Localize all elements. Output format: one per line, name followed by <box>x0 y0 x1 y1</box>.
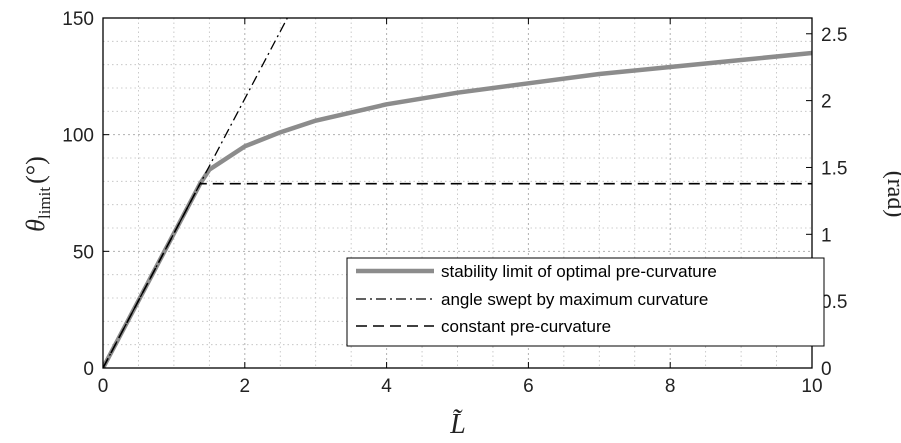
y-tick-label-left: 100 <box>62 126 94 147</box>
y-axis-symbol: θ <box>21 219 50 232</box>
plot-frame <box>102 17 813 369</box>
y-tick-label-right: 0.5 <box>821 292 847 313</box>
x-tick-label: 8 <box>665 376 676 397</box>
series-layer <box>103 18 812 368</box>
x-tick-label: 6 <box>523 376 534 397</box>
y-axis-title-right: (rad) <box>882 171 901 218</box>
legend-label-constant: constant pre-curvature <box>441 317 611 336</box>
legend-label-optimal: stability limit of optimal pre-curvature <box>441 262 717 281</box>
x-axis-title: L̃ <box>449 409 466 440</box>
y-tick-label-right: 1.5 <box>821 158 847 179</box>
y-tick-label-left: 150 <box>62 9 94 30</box>
series-max-curvature-angle <box>103 18 288 368</box>
y-tick-label-right: 2 <box>821 92 832 113</box>
series-optimal-pre-curvature <box>103 50 812 368</box>
x-tick-label: 2 <box>240 376 251 397</box>
legend: stability limit of optimal pre-curvature… <box>346 257 825 347</box>
y-axis-subscript: limit <box>35 187 54 219</box>
y-tick-label-left: 50 <box>73 242 94 263</box>
legend-label-max-curvature: angle swept by maximum curvature <box>441 290 708 309</box>
x-tick-label: 10 <box>801 376 822 397</box>
y-tick-label-right: 1 <box>821 225 832 246</box>
x-tick-label: 4 <box>381 376 392 397</box>
y-tick-label-right: 0 <box>821 359 832 380</box>
y-tick-label-left: 0 <box>83 359 94 380</box>
series-constant-pre-curvature <box>103 182 812 368</box>
x-tick-label: 0 <box>98 376 109 397</box>
y-axis-unit: (°) <box>21 156 50 184</box>
y-tick-label-right: 2.5 <box>821 25 847 46</box>
y-axis-title-left: θlimit (°) <box>21 156 54 232</box>
